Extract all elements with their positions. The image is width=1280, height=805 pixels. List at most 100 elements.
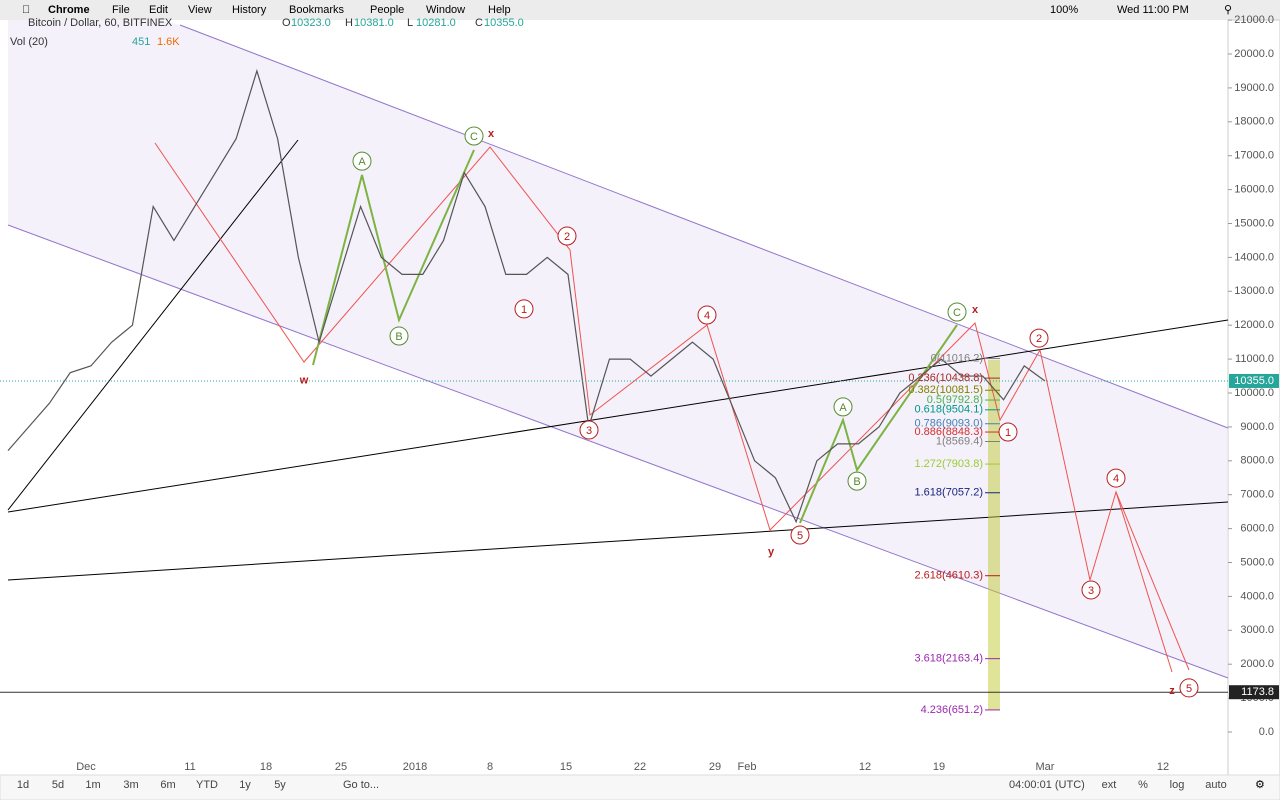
menu-item[interactable]: History: [232, 4, 267, 16]
wave-circle: [697, 305, 717, 325]
wave-circle: [790, 525, 810, 545]
y-tick-label: 9000.0: [1240, 421, 1274, 433]
menu-item[interactable]: File: [112, 4, 130, 16]
menu-item[interactable]: View: [188, 4, 212, 16]
y-tick-label: 5000.0: [1240, 556, 1274, 568]
wave-label: 1: [521, 304, 527, 316]
app-name[interactable]: Chrome: [48, 4, 90, 16]
fib-label: 1(8569.4): [936, 435, 983, 447]
wave-path: [799, 324, 958, 524]
trend-line: [7, 501, 1229, 581]
goto-button[interactable]: Go to...: [343, 779, 379, 791]
range-button[interactable]: 5d: [52, 779, 64, 791]
y-tick-label: 2000.0: [1240, 658, 1274, 670]
wave-circle: [389, 326, 409, 346]
scale-option[interactable]: ext: [1102, 779, 1117, 791]
range-button[interactable]: YTD: [196, 779, 218, 791]
menu-item[interactable]: Edit: [149, 4, 168, 16]
x-tick-label: 12: [1157, 761, 1169, 773]
wave-label: w: [299, 374, 309, 386]
wave-circle: [1081, 580, 1101, 600]
y-tick-label: 21000.0: [1234, 14, 1274, 26]
menu-item[interactable]: People: [370, 4, 404, 16]
price-tag-label: 1173.8: [1241, 686, 1274, 698]
range-button[interactable]: 1y: [239, 779, 251, 791]
wave-label: 2: [564, 231, 570, 243]
x-tick-label: 18: [260, 761, 272, 773]
y-tick-label: 13000.0: [1234, 285, 1274, 297]
range-button[interactable]: 1m: [85, 779, 100, 791]
y-tick-label: 17000.0: [1234, 150, 1274, 162]
price-tag: [1229, 685, 1279, 700]
y-tick-label: 8000.0: [1240, 455, 1274, 467]
scale-option[interactable]: %: [1138, 779, 1148, 791]
apple-icon[interactable]: : [22, 4, 30, 16]
y-tick-label: 16000.0: [1234, 184, 1274, 196]
x-tick-label: 19: [933, 761, 945, 773]
x-tick-label: 12: [859, 761, 871, 773]
search-icon[interactable]: ⚲: [1224, 4, 1232, 16]
fib-label: 0(11016.2): [931, 352, 983, 364]
wave-circle: [579, 420, 599, 440]
fib-label: 0.5(9792.8): [927, 394, 983, 406]
ohlc-key: H: [345, 17, 353, 29]
scale-option[interactable]: log: [1170, 779, 1185, 791]
menu-item[interactable]: Bookmarks: [289, 4, 345, 16]
wave-circle: [1029, 328, 1049, 348]
y-tick-label: 14000.0: [1234, 251, 1274, 263]
settings-icon[interactable]: ⚙: [1255, 779, 1265, 791]
x-tick-label: 22: [634, 761, 646, 773]
channel-lower: [7, 224, 1229, 679]
wave-label: B: [395, 331, 402, 343]
x-tick-label: 8: [487, 761, 493, 773]
price-tag-label: 10355.0: [1234, 375, 1274, 387]
wave-label: A: [358, 156, 366, 168]
x-tick-label: 11: [184, 761, 195, 773]
wave-path: [154, 142, 1173, 673]
range-button[interactable]: 3m: [123, 779, 138, 791]
x-tick-label: Mar: [1036, 761, 1055, 773]
y-tick-label: 18000.0: [1234, 116, 1274, 128]
fib-label: 1.272(7903.8): [915, 458, 984, 470]
y-tick-label: 4000.0: [1240, 590, 1274, 602]
wave-path: [312, 149, 475, 366]
y-tick-label: 19000.0: [1234, 82, 1274, 94]
wave-label: z: [1169, 685, 1175, 697]
fib-label: 3.618(2163.4): [915, 653, 984, 665]
fib-label: 0.236(10438.8): [908, 372, 983, 384]
range-button[interactable]: 5y: [274, 779, 286, 791]
fib-label: 2.618(4610.3): [915, 570, 984, 582]
x-tick-label: Feb: [738, 761, 757, 773]
range-button[interactable]: 6m: [160, 779, 175, 791]
scale-option[interactable]: auto: [1205, 779, 1226, 791]
wave-circle: [514, 299, 534, 319]
y-tick-label: 6000.0: [1240, 523, 1274, 535]
y-tick-label: 11000.0: [1235, 353, 1274, 365]
menu-item[interactable]: Window: [426, 4, 465, 16]
range-button[interactable]: 1d: [17, 779, 29, 791]
menu-bar: [0, 0, 1280, 20]
y-tick-label: 10000.0: [1234, 387, 1274, 399]
y-tick-label: 20000.0: [1234, 48, 1274, 60]
wave-circle: [557, 226, 577, 246]
y-tick-label: 3000.0: [1240, 624, 1274, 636]
fib-label: 0.786(9093.0): [915, 418, 984, 430]
wave-label: C: [953, 307, 961, 319]
y-tick-label: 15000.0: [1234, 217, 1274, 229]
wave-circle: [998, 422, 1018, 442]
wave-circle: [947, 302, 967, 322]
trend-line: [7, 139, 299, 511]
price-line: [7, 68, 1046, 524]
x-tick-label: Dec: [76, 761, 96, 773]
fib-label: 0.618(9504.1): [915, 404, 984, 416]
menu-item[interactable]: Help: [488, 4, 511, 16]
utc-clock: 04:00:01 (UTC): [1009, 779, 1085, 791]
battery: 100%: [1050, 4, 1078, 16]
wave-label: 4: [1113, 473, 1119, 485]
wave-path: [1115, 491, 1190, 671]
wave-label: 3: [586, 425, 592, 437]
wave-circle: [352, 151, 372, 171]
wave-circle: [464, 126, 484, 146]
